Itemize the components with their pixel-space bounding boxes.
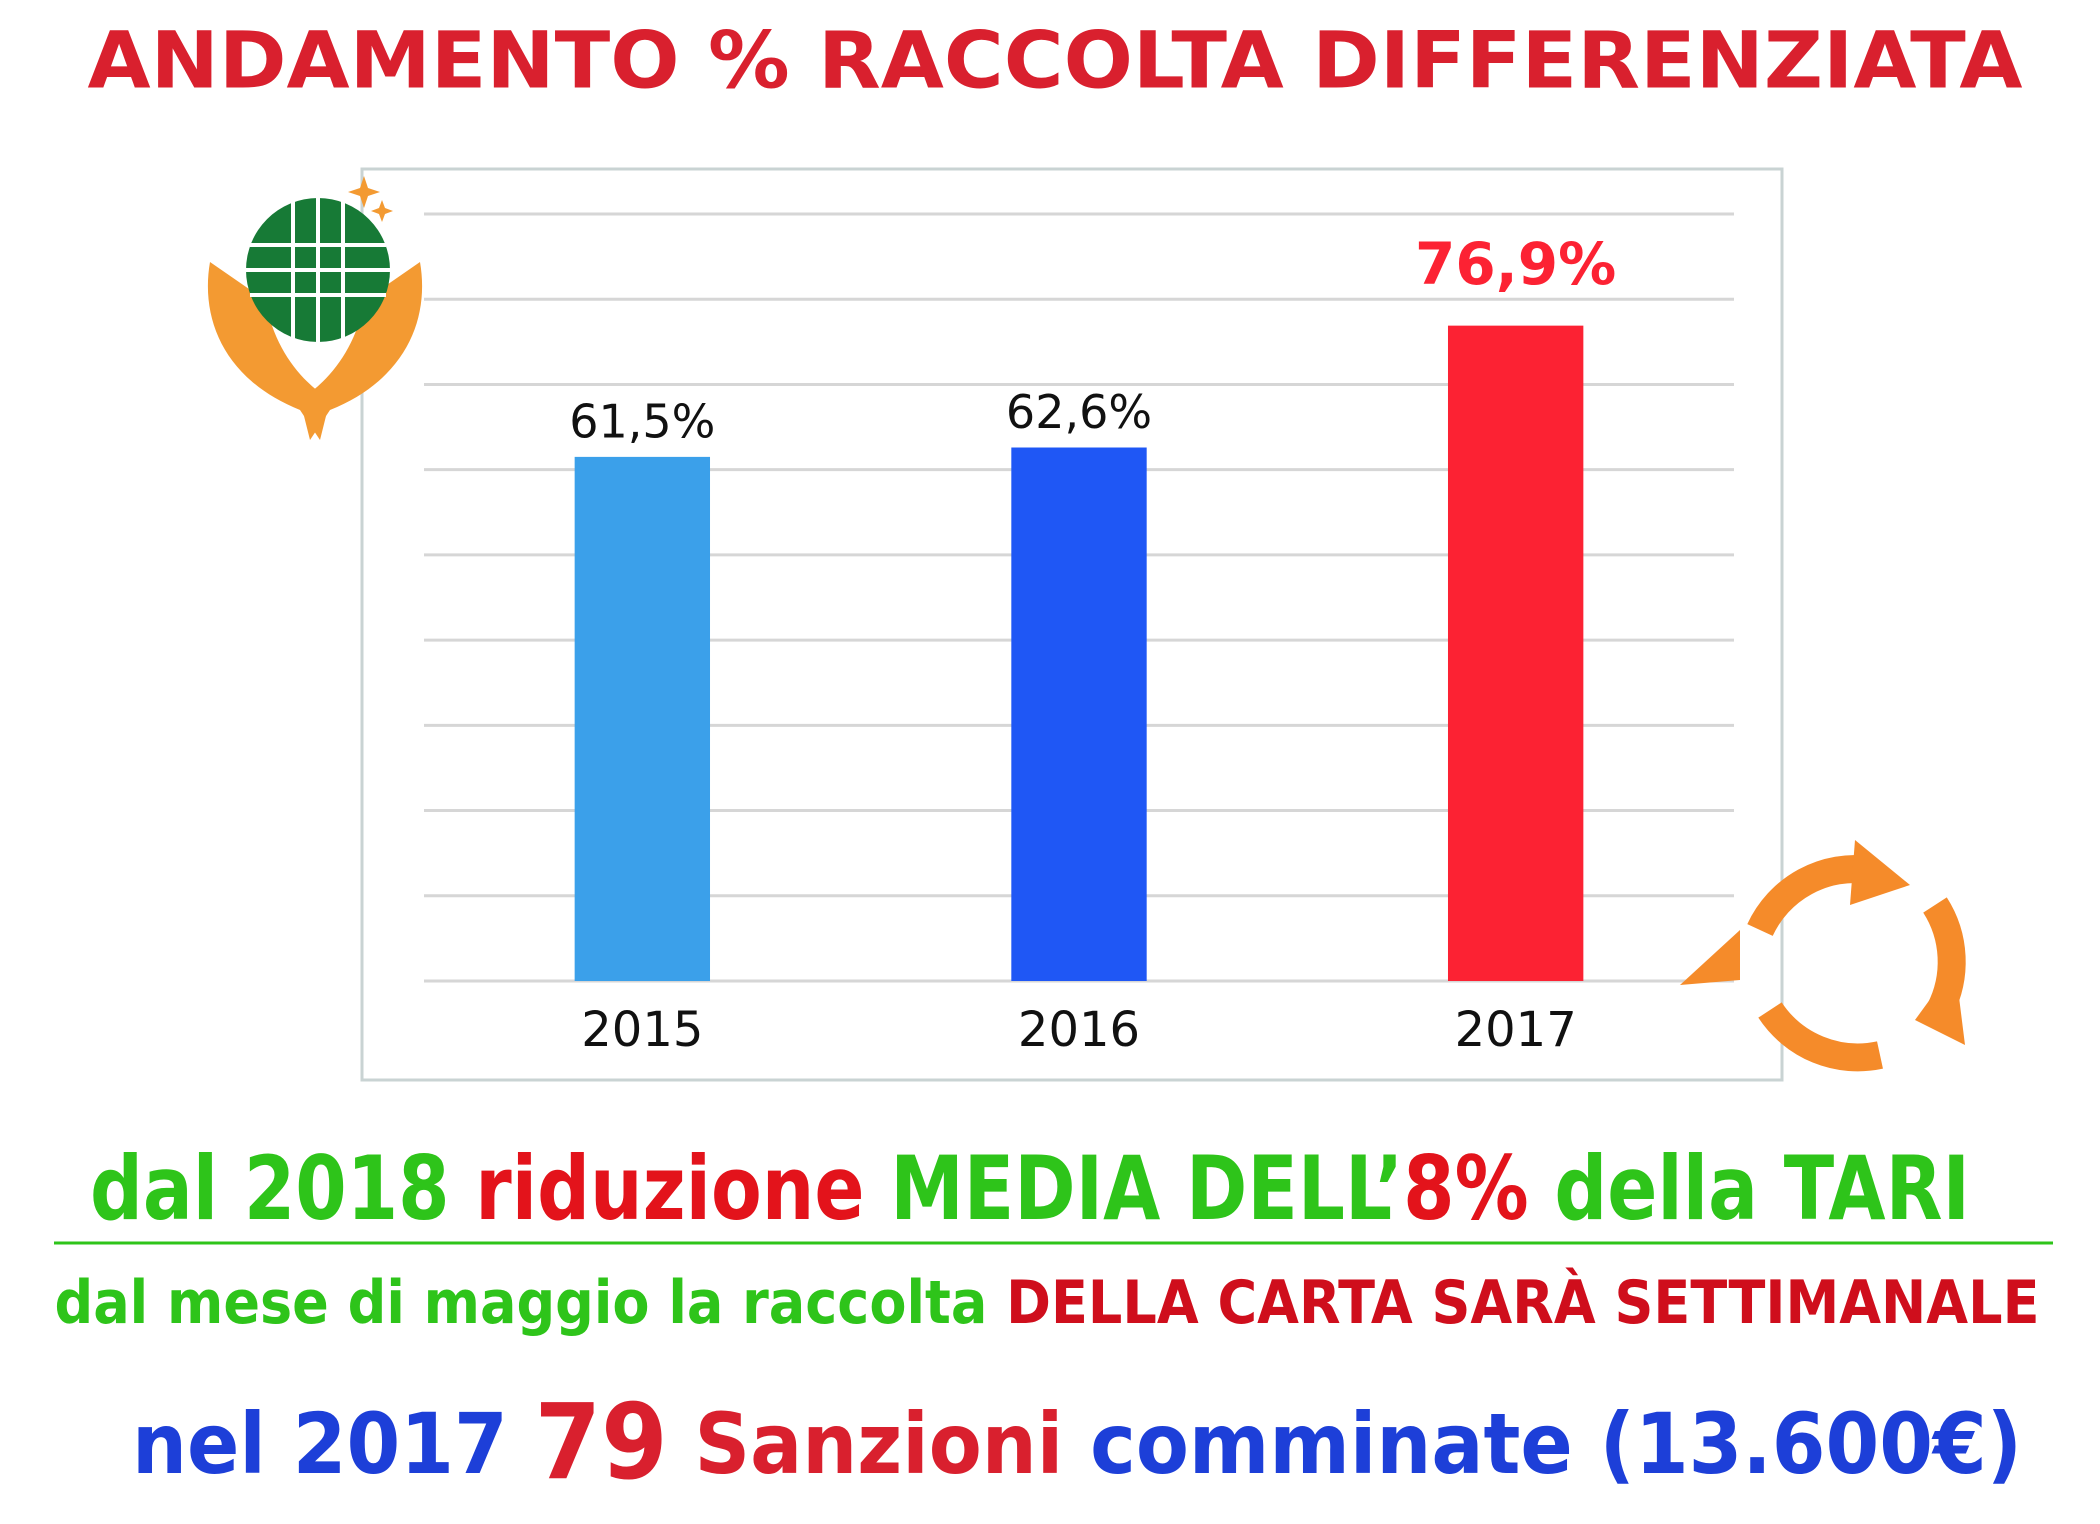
note-run: dal xyxy=(90,1137,218,1240)
note-line-1: dal 2018 riduzione MEDIA DELL’8% della T… xyxy=(90,1137,1970,1240)
note-run: nel xyxy=(132,1395,266,1493)
note-line-3: nel 2017 79 Sanzioni comminate (13.600€) xyxy=(132,1381,2022,1503)
note-line-2: dal mese di maggio la raccolta DELLA CAR… xyxy=(55,1267,2040,1338)
bar xyxy=(1011,447,1147,981)
recycle-arrowheads xyxy=(1680,840,1965,1045)
note-run: riduzione xyxy=(475,1137,864,1240)
value-label: 62,6% xyxy=(1006,385,1152,439)
plot: 2015 61,5% 2016 62,6% 2017 76,9% xyxy=(424,212,1734,1058)
bar xyxy=(574,456,711,982)
note-run: dal mese di maggio la raccolta xyxy=(55,1268,988,1338)
x-tick-label: 2015 xyxy=(581,1002,703,1058)
note-run: 2018 xyxy=(244,1137,450,1240)
note-run: della TARI xyxy=(1554,1137,1970,1240)
note-run: Sanzioni xyxy=(695,1395,1064,1493)
note-run: comminate xyxy=(1090,1395,1573,1493)
value-label: 76,9% xyxy=(1415,230,1616,298)
value-label: 61,5% xyxy=(569,394,715,448)
logo xyxy=(207,176,423,440)
bar xyxy=(1447,325,1584,981)
note-run: 2017 xyxy=(293,1395,508,1493)
note-run: 8% xyxy=(1403,1137,1528,1240)
note-run: (13.600€) xyxy=(1600,1395,2022,1493)
chart-title: ANDAMENTO % RACCOLTA DIFFERENZIATA xyxy=(88,16,2023,106)
x-tick-label: 2016 xyxy=(1018,1002,1140,1058)
note-run: 79 xyxy=(535,1381,668,1503)
note-run: MEDIA DELL’ xyxy=(890,1137,1403,1240)
note-run: DELLA CARTA SARÀ SETTIMANALE xyxy=(1006,1267,2039,1338)
x-tick-label: 2017 xyxy=(1455,1002,1577,1058)
